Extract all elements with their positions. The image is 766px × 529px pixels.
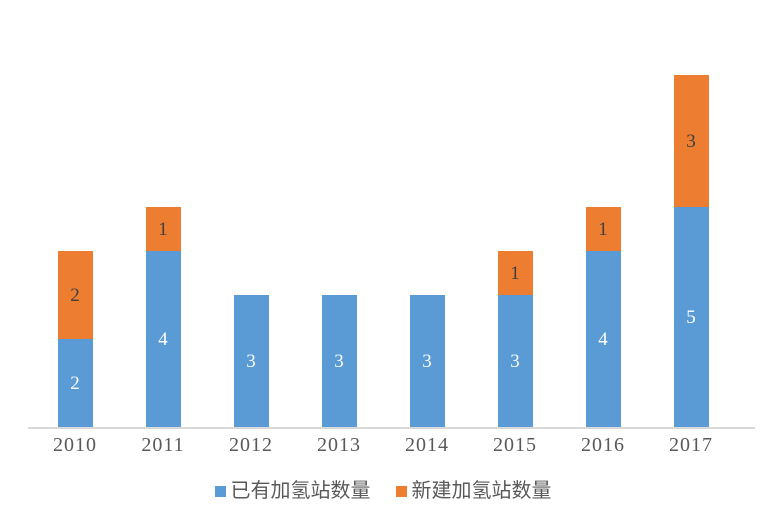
legend: 已有加氢站数量 新建加氢站数量 — [0, 478, 766, 504]
bar-value-label: 3 — [422, 350, 432, 372]
legend-label: 已有加氢站数量 — [230, 480, 371, 502]
bar-segment-2014-series-0: 3 — [409, 295, 445, 427]
bar-value-label: 1 — [510, 262, 520, 284]
legend-swatch-icon — [395, 485, 407, 497]
x-axis-line — [28, 427, 755, 429]
x-tick-label-2013: 2013 — [317, 434, 361, 456]
bar-segment-2015-series-0: 3 — [497, 295, 533, 427]
legend-item-series-0: 已有加氢站数量 — [214, 480, 371, 502]
bar-value-label: 3 — [246, 350, 256, 372]
x-tick-label-2017: 2017 — [669, 434, 713, 456]
bar-value-label: 3 — [510, 350, 520, 372]
bar-segment-2013-series-0: 3 — [321, 295, 357, 427]
bar-value-label: 3 — [334, 350, 344, 372]
x-tick-label-2014: 2014 — [405, 434, 449, 456]
bar-value-label: 3 — [686, 130, 696, 152]
bar-segment-2016-series-1: 1 — [585, 207, 621, 251]
bar-segment-2010-series-0: 2 — [57, 339, 93, 427]
x-tick-label-2011: 2011 — [141, 434, 185, 456]
x-tick-label-2016: 2016 — [581, 434, 625, 456]
bar-segment-2011-series-0: 4 — [145, 251, 181, 427]
legend-item-series-1: 新建加氢站数量 — [395, 480, 552, 502]
bar-value-label: 5 — [686, 306, 696, 328]
x-tick-label-2010: 2010 — [53, 434, 97, 456]
bar-value-label: 1 — [158, 218, 168, 240]
bar-value-label: 1 — [598, 218, 608, 240]
bar-value-label: 4 — [598, 328, 608, 350]
x-tick-label-2015: 2015 — [493, 434, 537, 456]
bar-segment-2015-series-1: 1 — [497, 251, 533, 295]
bar-segment-2011-series-1: 1 — [145, 207, 181, 251]
bar-segment-2010-series-1: 2 — [57, 251, 93, 339]
legend-label: 新建加氢站数量 — [411, 480, 552, 502]
bar-segment-2016-series-0: 4 — [585, 251, 621, 427]
legend-swatch-icon — [214, 485, 226, 497]
bar-value-label: 2 — [70, 284, 80, 306]
bar-segment-2017-series-0: 5 — [673, 207, 709, 427]
bar-segment-2012-series-0: 3 — [233, 295, 269, 427]
bar-segment-2017-series-1: 3 — [673, 75, 709, 207]
bar-value-label: 2 — [70, 372, 80, 394]
bar-value-label: 4 — [158, 328, 168, 350]
x-tick-label-2012: 2012 — [229, 434, 273, 456]
